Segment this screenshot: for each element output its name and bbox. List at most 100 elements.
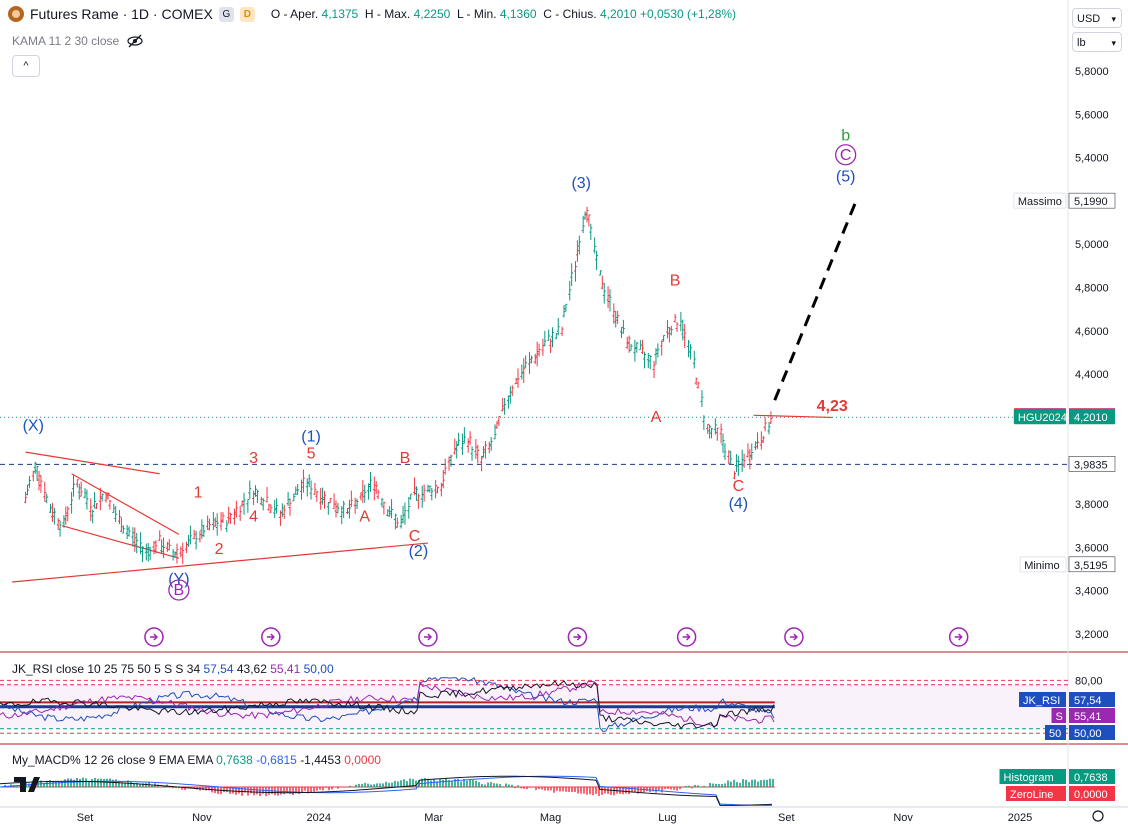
wave-label: B	[174, 582, 185, 599]
eye-off-icon[interactable]	[127, 34, 143, 48]
open-value: 4,1375	[321, 7, 359, 21]
wave-label: (5)	[836, 168, 856, 185]
trendline[interactable]	[25, 451, 160, 475]
arrow-right-icon	[954, 633, 963, 641]
x-tick-label: Set	[77, 812, 94, 824]
x-tick-label: Mag	[540, 812, 561, 824]
close-value: 4,2010	[599, 7, 637, 21]
symbol-title[interactable]: Futures Rame · 1D · COMEX	[30, 6, 213, 22]
y-tick-label: 5,4000	[1075, 153, 1109, 165]
currency-select[interactable]: USD ▾	[1072, 8, 1122, 28]
wave-label: C	[409, 528, 421, 545]
macd-tag-value: 0,0000	[1074, 789, 1108, 801]
wave-label: (4)	[729, 495, 749, 512]
chart-legend: Futures Rame · 1D · COMEX G D O - Aper. …	[8, 6, 736, 22]
settings-icon[interactable]	[1092, 810, 1104, 822]
x-tick-label: Set	[778, 812, 795, 824]
price-tag-bg	[1068, 456, 1116, 472]
wave-label: (X)	[23, 417, 44, 434]
trendline[interactable]	[61, 525, 180, 559]
wave-label: A	[359, 508, 370, 525]
y-tick-label: 4,8000	[1075, 283, 1109, 295]
trendline[interactable]	[753, 414, 833, 419]
currency-value: USD	[1077, 13, 1101, 25]
price-tag-bg	[1068, 192, 1116, 209]
macd-tag-label-bg	[1006, 786, 1066, 801]
wave-label: 3	[249, 450, 258, 467]
wave-label: B	[400, 450, 411, 467]
rsi-tag-value: 57,54	[1074, 695, 1102, 707]
rsi-tag-bg	[1069, 692, 1115, 707]
wave-label: 2	[215, 541, 224, 558]
price-tag-bg	[1068, 556, 1116, 573]
rsi-y-tick: 80,00	[1075, 675, 1103, 687]
arrow-right-icon	[423, 633, 433, 641]
x-tick-label: Nov	[893, 812, 913, 824]
ohlc-readout: O - Aper. 4,1375 H - Max. 4,2250 L - Min…	[270, 7, 737, 21]
x-tick-label: 2024	[307, 812, 331, 824]
tradingview-logo	[14, 777, 40, 792]
trendline[interactable]	[12, 542, 429, 583]
price-tag-label-bg	[1013, 409, 1066, 425]
projection-line[interactable]	[773, 202, 857, 401]
badge-g: G	[218, 6, 234, 22]
kama-label: KAMA 11 2 30 close	[12, 34, 120, 48]
chevron-down-icon: ▾	[1111, 38, 1116, 48]
arrow-right-icon	[573, 633, 582, 641]
rsi-tag-label: S	[1056, 711, 1063, 723]
wave-label: (1)	[301, 428, 321, 445]
arrow-right-icon	[149, 633, 159, 641]
rsi-legend: JK_RSI close 10 25 75 50 5 S S 34 57,54 …	[12, 662, 334, 676]
rsi-tag-label-bg	[1019, 692, 1066, 707]
price-tag-value: 4,2010	[1074, 412, 1108, 424]
badge-d: D	[239, 6, 255, 22]
y-tick-label: 3,4000	[1075, 586, 1109, 598]
collapse-legend-button[interactable]: ^	[12, 55, 40, 77]
wave-label-circle	[834, 144, 857, 166]
y-tick-label: 5,0000	[1075, 239, 1109, 251]
wave-label: A	[651, 409, 662, 426]
y-tick-label: 4,6000	[1075, 326, 1109, 338]
price-tag-label-bg	[1013, 192, 1067, 209]
wave-label: 4	[249, 508, 258, 525]
macd-legend: My_MACD% 12 26 close 9 EMA EMA 0,7638 -0…	[12, 753, 381, 767]
macd-line	[0, 775, 773, 806]
tradingview-logo-part	[20, 777, 40, 792]
macd-tag-label: Histogram	[1004, 772, 1054, 784]
change-value: +0,0530 (+1,28%)	[639, 7, 737, 21]
rsi-tag-bg	[1069, 725, 1115, 740]
high-value: 4,2250	[413, 7, 451, 21]
unit-select[interactable]: lb ▾	[1072, 32, 1122, 52]
x-tick-label: Mar	[424, 812, 443, 824]
wave-label: 5	[307, 446, 316, 463]
arrow-right-icon	[789, 633, 798, 641]
macd-tag-label: ZeroLine	[1010, 789, 1053, 801]
macd-signal-line	[0, 775, 773, 806]
price-tag-value: 3,9835	[1074, 459, 1108, 471]
y-tick-label: 5,6000	[1075, 109, 1109, 121]
price-tag-label-bg	[1019, 556, 1067, 573]
tradingview-logo-part	[14, 777, 26, 782]
price-tag-label: Minimo	[1024, 560, 1059, 572]
rsi-smooth-line	[0, 680, 775, 727]
wave-label-circle	[168, 579, 190, 601]
wave-label: B	[670, 272, 681, 289]
price-tag-label: Massimo	[1018, 196, 1062, 208]
rsi-slow-line	[0, 680, 775, 730]
x-tick-label: Nov	[192, 812, 212, 824]
macd-tag-bg	[1069, 786, 1115, 801]
rsi-tag-value: 50,00	[1074, 728, 1102, 740]
trendline[interactable]	[71, 473, 180, 535]
price-tag-value: 5,1990	[1074, 196, 1108, 208]
unit-value: lb	[1077, 37, 1086, 49]
price-tag-value: 3,5195	[1074, 560, 1108, 572]
rsi-tag-label-bg	[1051, 708, 1066, 723]
y-tick-label: 3,8000	[1075, 499, 1109, 511]
x-tick-label: 2025	[1008, 812, 1032, 824]
macd-tag-label-bg	[999, 769, 1066, 784]
y-tick-label: 3,6000	[1075, 542, 1109, 554]
kama-legend[interactable]: KAMA 11 2 30 close	[12, 34, 143, 48]
wave-label: C	[733, 478, 745, 495]
x-tick-label: Lug	[658, 812, 676, 824]
